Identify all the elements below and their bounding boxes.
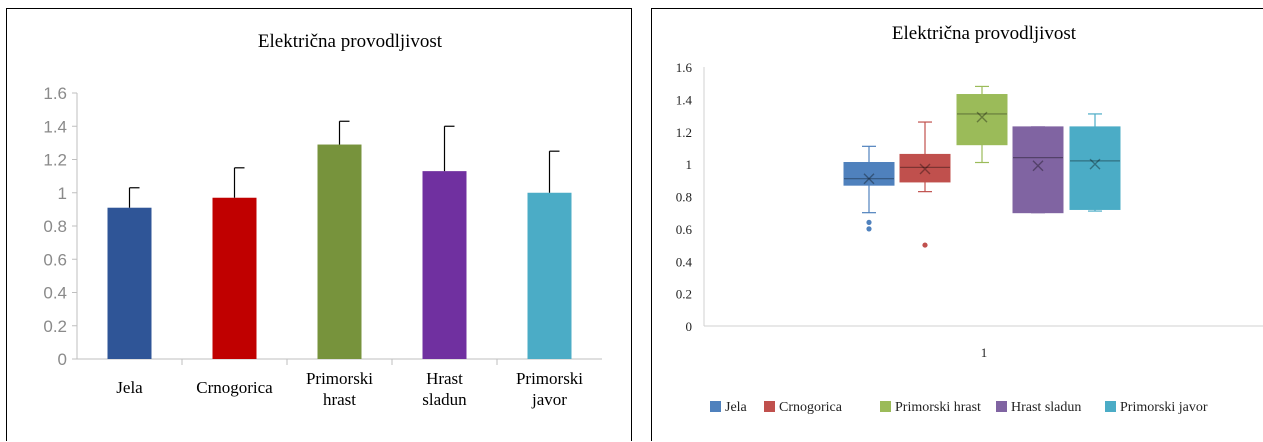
y-tick-label: 1.6	[43, 84, 67, 103]
box-chart-panel: Električna provodljivost 0 0.2 0.4 0.6 0.8 1 1…	[651, 8, 1263, 441]
x-category-label: Primorski	[306, 369, 373, 388]
x-category-label: hrast	[323, 390, 356, 409]
y-tick-label: 0	[686, 319, 693, 334]
x-category-label: Primorski	[516, 369, 583, 388]
box	[1069, 126, 1121, 210]
bar-chart-title: Električna provodljivost	[258, 31, 443, 52]
y-tick-label: 1.4	[676, 92, 693, 107]
x-category-label: javor	[531, 390, 567, 409]
y-tick-label: 0.6	[676, 222, 693, 237]
box-outlier-point	[866, 219, 872, 225]
y-tick-label: 0.2	[43, 317, 67, 336]
bar-chart-panel: Električna provodljivost 0 0.2 0.4 0.6 0.8 1 1…	[6, 8, 632, 441]
legend-label: Crnogorica	[779, 400, 843, 415]
y-tick-label: 1.2	[43, 151, 67, 170]
box	[843, 162, 895, 186]
y-tick-label: 0.8	[43, 217, 67, 236]
box-outlier-point	[922, 242, 928, 248]
y-tick-label: 1.6	[676, 60, 693, 75]
box	[899, 153, 951, 183]
bar	[107, 207, 152, 359]
legend-swatch	[710, 401, 721, 412]
y-tick-label: 0.4	[676, 254, 693, 269]
box-series	[899, 121, 951, 248]
y-tick-label: 1	[686, 157, 693, 172]
y-tick-label: 1.2	[676, 125, 692, 140]
box-mean-marker	[1032, 160, 1044, 172]
box-mean-marker	[976, 111, 988, 123]
box	[1012, 126, 1064, 214]
box-series	[1012, 126, 1064, 214]
x-category-label: Crnogorica	[196, 378, 273, 397]
x-category-label: Jela	[116, 378, 143, 397]
box-chart-title: Električna provodljivost	[892, 23, 1077, 44]
legend-swatch	[996, 401, 1007, 412]
bar	[212, 197, 257, 359]
legend-label: Primorski javor	[1120, 400, 1208, 415]
bar	[422, 171, 467, 359]
x-category-label: Hrast	[426, 369, 463, 388]
x-tick-label: 1	[981, 345, 988, 360]
y-tick-label: 0.6	[43, 250, 67, 269]
box	[956, 94, 1008, 146]
legend-swatch	[764, 401, 775, 412]
bar	[527, 192, 572, 359]
legend-label: Hrast sladun	[1011, 400, 1081, 415]
y-tick-label: 0.8	[676, 190, 692, 205]
box-mean-marker	[863, 173, 875, 185]
bar-chart: Električna provodljivost 0 0.2 0.4 0.6 0.8 1 1…	[43, 31, 602, 409]
box-outlier-point	[866, 226, 872, 232]
y-tick-label: 1.4	[43, 117, 67, 136]
y-tick-label: 0.4	[43, 284, 67, 303]
box-series	[843, 145, 895, 232]
x-category-label: sladun	[422, 390, 467, 409]
box-mean-marker	[1089, 158, 1101, 170]
legend-label: Jela	[725, 400, 748, 415]
box-chart: Električna provodljivost 0 0.2 0.4 0.6 0.8 1 1…	[676, 23, 1263, 415]
y-tick-label: 0	[58, 350, 67, 369]
y-tick-label: 1	[58, 184, 67, 203]
legend-label: Primorski hrast	[895, 400, 981, 415]
box-series	[1069, 113, 1121, 212]
legend-swatch	[1105, 401, 1116, 412]
box-series	[956, 85, 1008, 164]
bar	[317, 144, 362, 359]
y-tick-label: 0.2	[676, 287, 692, 302]
legend-swatch	[880, 401, 891, 412]
box-mean-marker	[919, 163, 931, 175]
